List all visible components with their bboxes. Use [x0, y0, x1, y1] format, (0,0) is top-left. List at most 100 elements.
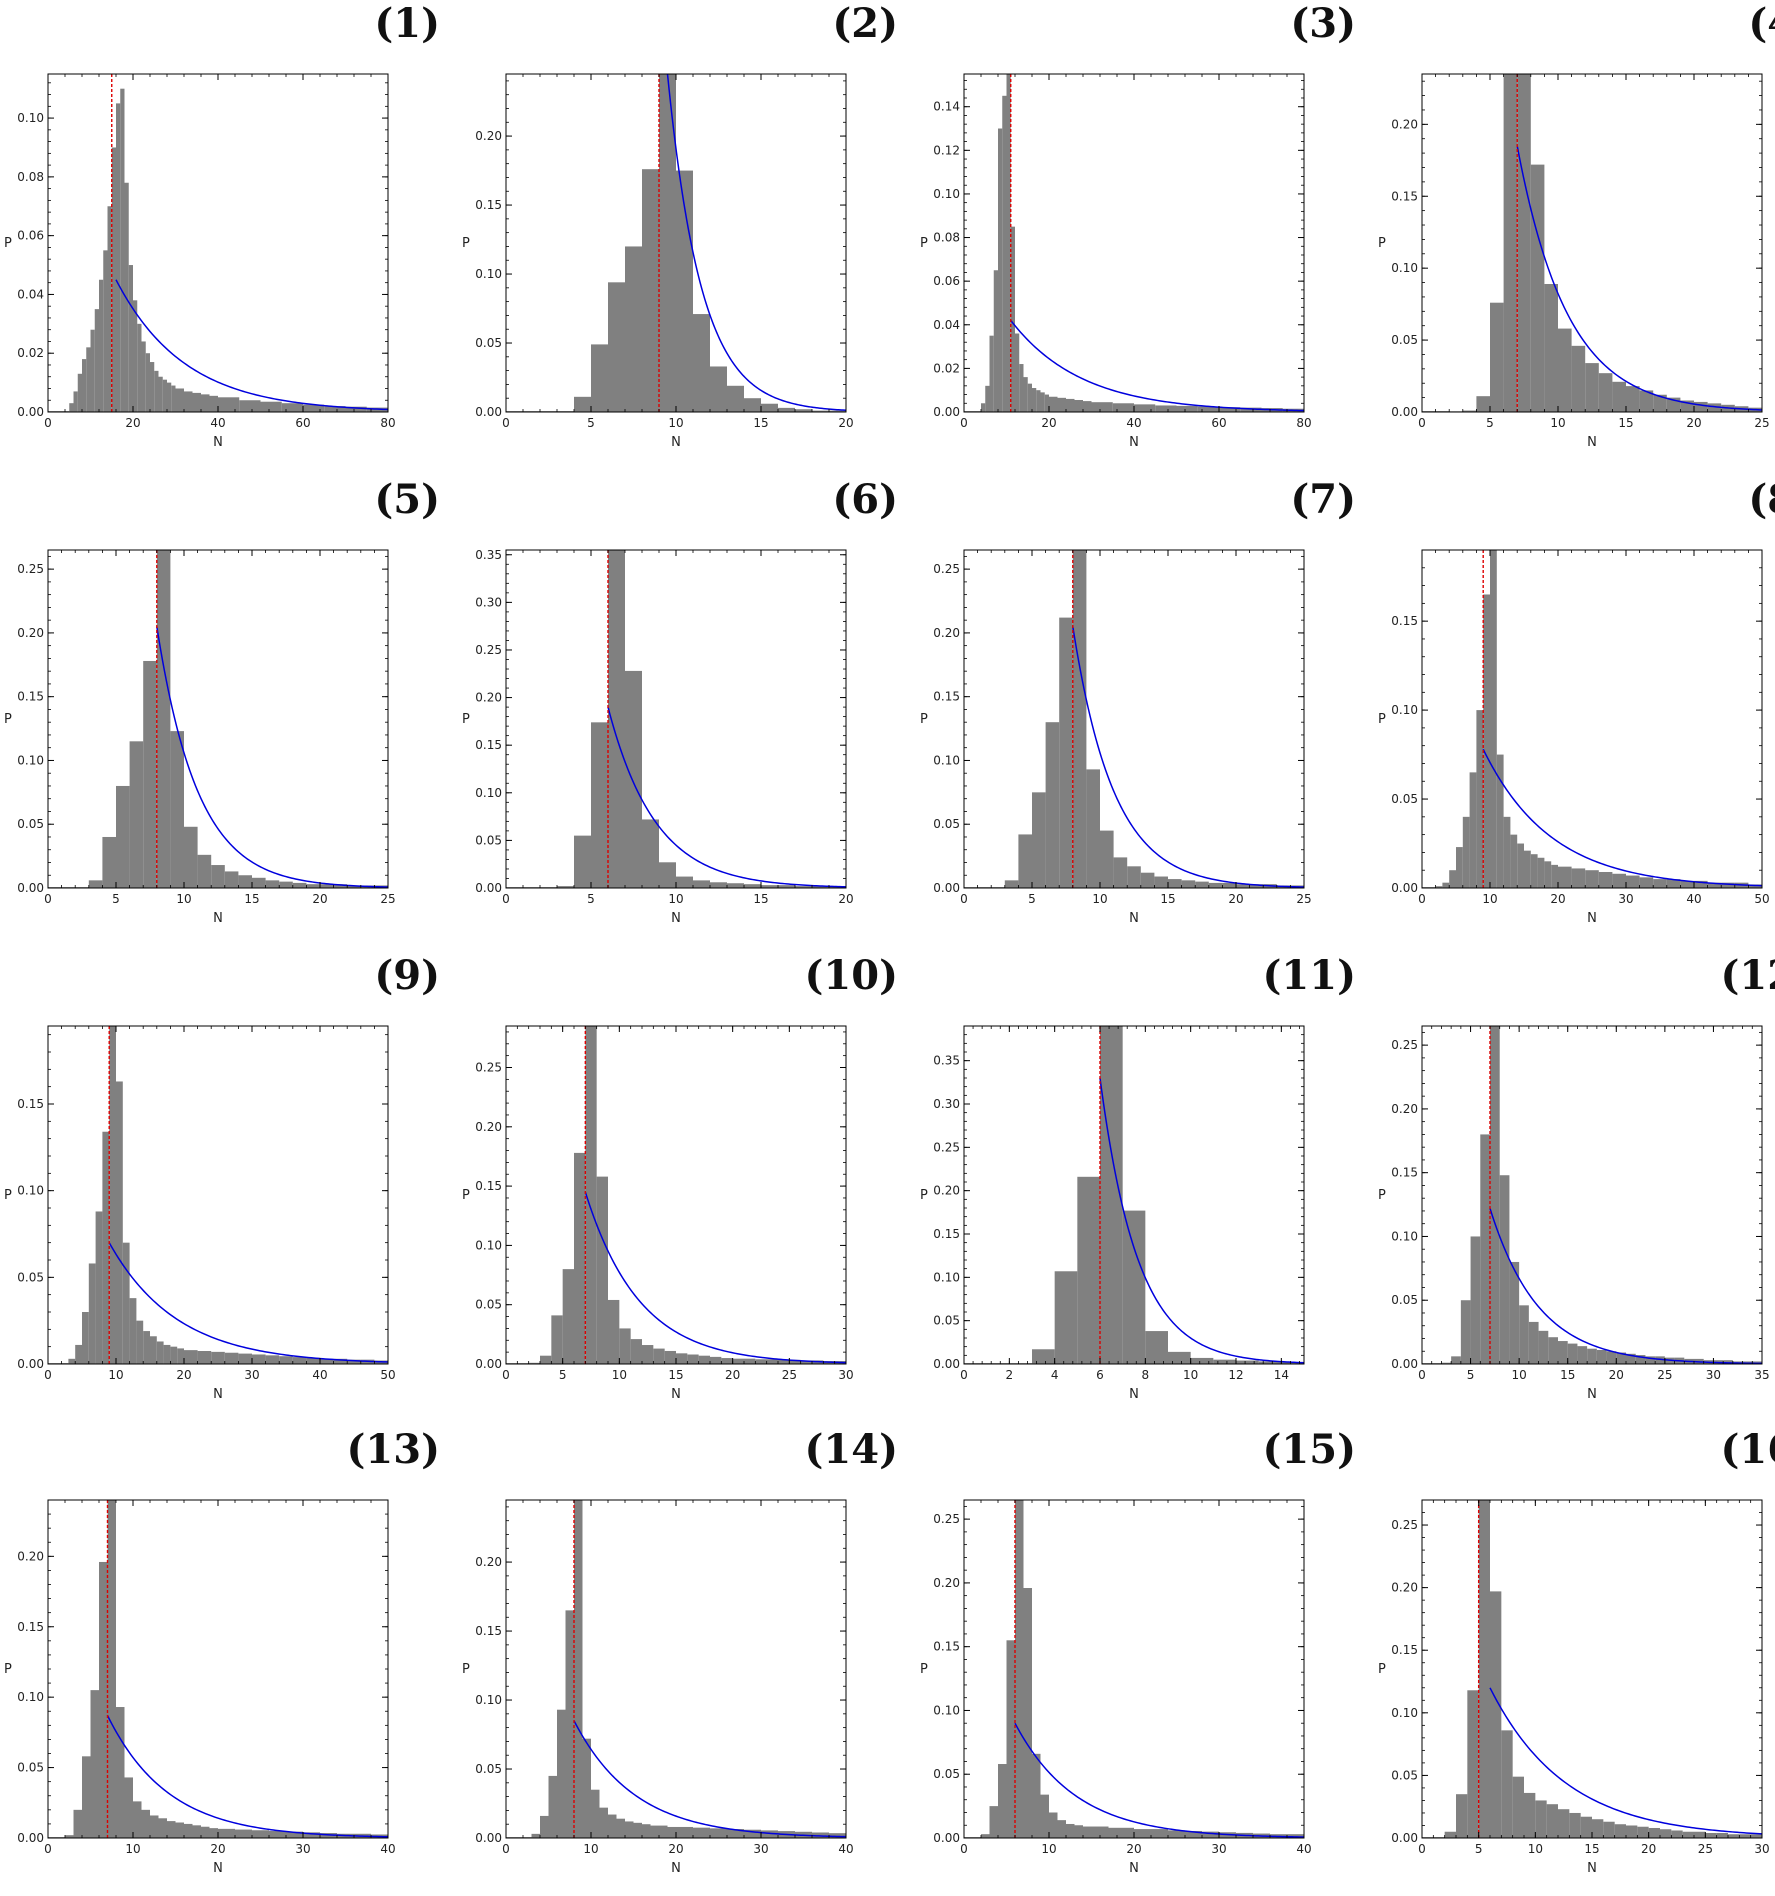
- y-tick-label: 0.30: [475, 595, 502, 609]
- histogram-bar: [306, 1357, 320, 1364]
- y-tick-label: 0.08: [17, 170, 44, 184]
- histogram-bar: [596, 1176, 608, 1364]
- histogram-bar: [1100, 1026, 1123, 1364]
- histogram-bar: [65, 1835, 74, 1838]
- histogram-svg: 0 5 10 15 20 25 30 0.00 0.05 0.10 0.15 0.20 0.25 N P: [462, 1025, 854, 1402]
- x-tick-label: 35: [1754, 1368, 1769, 1382]
- x-tick-label: 25: [1698, 1842, 1713, 1856]
- histogram-bar: [1723, 1360, 1733, 1364]
- histogram-bar: [659, 862, 676, 888]
- y-tick-label: 0.06: [933, 274, 960, 288]
- histogram-bar: [292, 1357, 307, 1364]
- histogram-svg: 0 20 40 60 80 0.00 0.02 0.04 0.06 0.08 0.10 N P: [4, 73, 396, 450]
- histogram-bar: [1219, 407, 1241, 412]
- histogram-bar: [981, 1834, 990, 1838]
- y-axis-title: P: [462, 1188, 470, 1203]
- histogram-bar: [574, 396, 591, 412]
- x-tick-label: 20: [210, 1842, 225, 1856]
- y-tick-label: 0.05: [475, 833, 502, 847]
- histogram-bar: [1451, 1356, 1461, 1364]
- histogram-bar: [1190, 1357, 1214, 1364]
- histogram-bar: [1168, 1830, 1185, 1838]
- histogram-bar: [75, 1344, 82, 1364]
- histogram-bar: [224, 1352, 239, 1364]
- histogram-bar: [1066, 398, 1075, 412]
- histogram-bar: [642, 1824, 651, 1838]
- histogram-bar: [1236, 1360, 1259, 1364]
- histogram-bar: [761, 1830, 778, 1838]
- histogram-bar: [124, 1777, 133, 1838]
- y-tick-label: 0.00: [933, 881, 960, 895]
- histogram-bar: [103, 250, 108, 412]
- x-tick-label: 30: [1706, 1368, 1721, 1382]
- histogram-bar: [1467, 1690, 1479, 1838]
- plot-area: [964, 550, 1304, 888]
- histogram-bar: [1598, 871, 1613, 888]
- fit-curve: [1099, 1077, 1304, 1364]
- histogram-bar: [1653, 879, 1667, 888]
- x-tick-label: 0: [960, 416, 968, 430]
- histogram-bar: [133, 300, 138, 412]
- histogram-svg: 0 5 10 15 20 0.00 0.05 0.10 0.15 0.20 N P: [462, 73, 854, 450]
- x-tick-label: 50: [380, 1368, 395, 1382]
- histogram-bar: [574, 835, 591, 888]
- plot-frame: [1421, 1025, 1763, 1365]
- histogram-bar: [1660, 1829, 1672, 1838]
- x-tick-label: 6: [1096, 1368, 1104, 1382]
- y-tick-label: 0.15: [475, 738, 502, 752]
- histogram-panel: (10) 0 5 10 15 20 25 30 0.00 0.05 0.10 0.15 0.20 0.25…: [458, 952, 898, 1422]
- y-tick-label: 0.10: [17, 111, 44, 125]
- histogram-bar: [292, 882, 307, 888]
- histogram-bar: [528, 1362, 540, 1364]
- x-axis-title: N: [213, 1861, 223, 1876]
- y-tick-label: 0.10: [475, 267, 502, 281]
- histogram-svg: 0 5 10 15 20 25 30 35 0.00 0.05 0.10 0.15 0.20 0.25 N P: [1378, 1025, 1770, 1402]
- x-axis-title: N: [671, 911, 681, 926]
- histogram-bar: [69, 403, 74, 412]
- histogram-bar: [1015, 1500, 1024, 1838]
- histogram-bar: [90, 1690, 99, 1838]
- histogram-bar: [981, 403, 986, 412]
- plot-area: [506, 550, 846, 888]
- fit-curve: [584, 1191, 846, 1364]
- histogram-bar: [1567, 1343, 1578, 1364]
- y-tick-label: 0.10: [1391, 703, 1418, 717]
- histogram-svg: 0 10 20 30 40 50 0.00 0.05 0.10 0.15 N P: [4, 1025, 396, 1402]
- histogram-bar: [1449, 870, 1456, 888]
- histogram-bar: [133, 1801, 142, 1838]
- histogram-bar: [1462, 816, 1470, 888]
- plot-frame: [47, 549, 389, 889]
- histogram-bar: [116, 103, 121, 412]
- histogram-bar: [345, 406, 367, 412]
- histogram-bar: [1655, 1356, 1665, 1364]
- histogram-bar: [778, 407, 795, 412]
- x-tick-label: 5: [1028, 892, 1036, 906]
- histogram-bar: [1032, 1349, 1055, 1364]
- histogram-bar: [224, 871, 239, 888]
- histogram-bar: [1680, 400, 1694, 412]
- panel-label: (5): [374, 476, 440, 523]
- y-tick-label: 0.12: [933, 143, 960, 157]
- plot-area: [506, 1500, 846, 1838]
- histogram-bar: [625, 246, 642, 412]
- histogram-bar: [1653, 394, 1667, 412]
- fit-curve: [106, 1715, 388, 1838]
- histogram-bar: [1530, 164, 1545, 412]
- histogram-bar: [116, 785, 130, 888]
- histogram-bar: [557, 1709, 566, 1838]
- x-tick-label: 0: [44, 416, 52, 430]
- histogram-bar: [333, 884, 348, 888]
- histogram-bar: [1694, 880, 1708, 888]
- x-tick-label: 10: [668, 892, 683, 906]
- histogram-bar: [136, 1320, 144, 1364]
- histogram-bar: [1134, 404, 1156, 412]
- x-tick-label: 25: [1754, 416, 1769, 430]
- histogram-bar: [320, 884, 334, 888]
- fit-curve: [115, 279, 388, 411]
- x-tick-label: 15: [1560, 1368, 1575, 1382]
- plot-area: [506, 1026, 846, 1364]
- histogram-bar: [1057, 397, 1066, 412]
- plot-frame: [505, 1025, 847, 1365]
- histogram-bar: [197, 1351, 212, 1364]
- histogram-bar: [1140, 872, 1155, 888]
